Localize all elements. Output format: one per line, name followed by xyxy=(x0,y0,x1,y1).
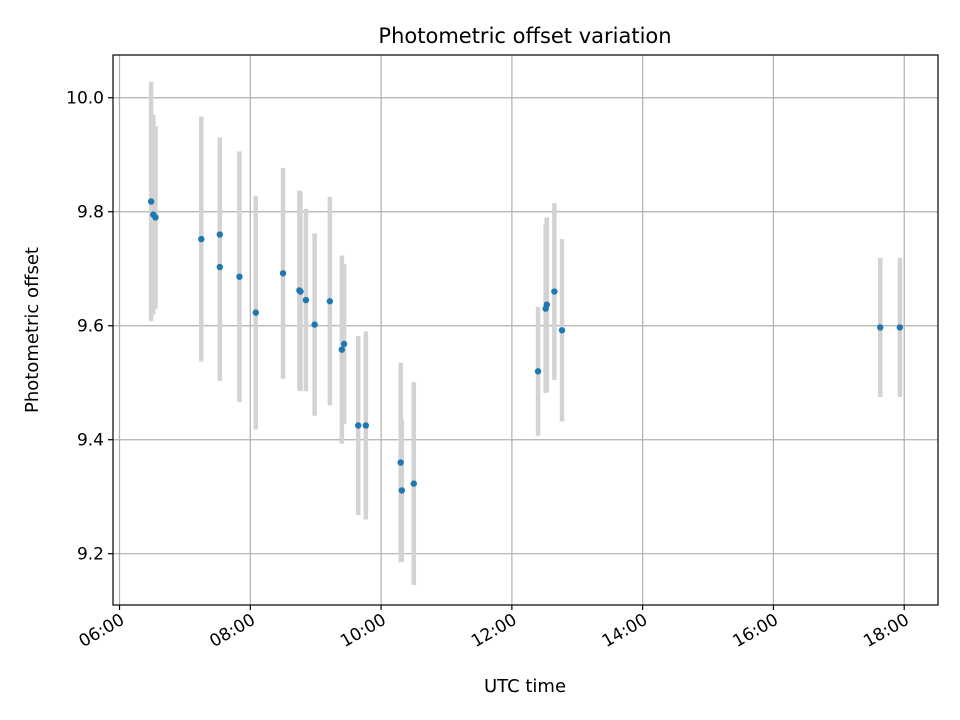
data-point xyxy=(216,263,224,271)
plot-frame xyxy=(112,54,939,606)
data-point xyxy=(147,198,155,205)
data-point xyxy=(896,324,904,331)
data-point xyxy=(340,340,348,348)
y-axis-label: Photometric offset xyxy=(22,247,43,413)
data-point xyxy=(534,368,542,375)
data-point xyxy=(302,296,310,304)
data-point xyxy=(410,480,417,487)
data-point xyxy=(326,298,334,305)
y-tick-label: 9.8 xyxy=(77,203,104,223)
data-point xyxy=(543,301,550,308)
x-axis-label: UTC time xyxy=(484,676,566,697)
data-point xyxy=(297,288,304,295)
data-point-layer xyxy=(147,198,904,494)
grid-layer xyxy=(113,55,938,605)
data-point xyxy=(198,235,205,243)
data-point xyxy=(338,346,346,353)
data-point xyxy=(279,270,287,277)
data-point xyxy=(397,459,404,466)
data-point xyxy=(311,321,318,328)
chart-title: Photometric offset variation xyxy=(378,24,671,48)
y-tick-label: 9.6 xyxy=(77,317,104,337)
data-point xyxy=(252,309,259,316)
data-point xyxy=(236,273,243,280)
data-point xyxy=(551,288,558,295)
y-tick-label: 9.2 xyxy=(77,545,104,565)
data-point xyxy=(216,231,224,238)
data-point xyxy=(152,214,159,221)
data-point xyxy=(362,422,370,429)
data-point xyxy=(877,324,884,331)
data-point xyxy=(398,487,406,494)
y-tick-label: 9.4 xyxy=(77,431,104,451)
data-point xyxy=(355,422,362,429)
data-point xyxy=(558,327,566,334)
y-tick-label: 10.0 xyxy=(66,89,104,109)
